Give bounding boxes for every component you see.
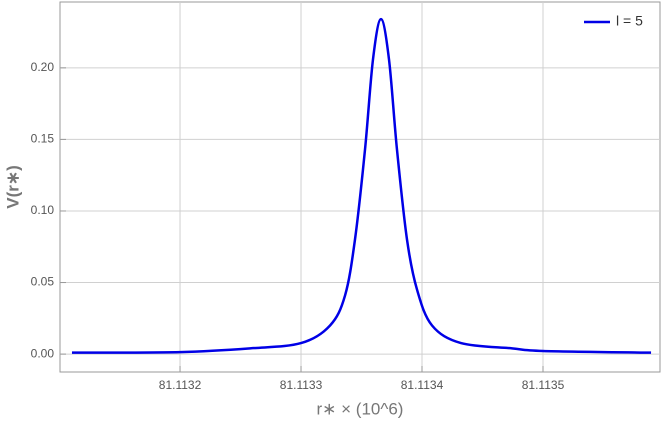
- x-tick-label: 81.1132: [159, 378, 202, 392]
- legend-label: l = 5: [616, 13, 643, 29]
- x-axis-title: r∗ × (10^6): [317, 399, 404, 418]
- x-tick-label: 81.1135: [522, 378, 565, 392]
- plot-frame: [59, 1, 661, 373]
- y-tick-label: 0.10: [31, 203, 55, 217]
- y-tick-label: 0.00: [31, 346, 55, 360]
- y-tick-label: 0.05: [31, 275, 55, 289]
- line-series: [71, 17, 652, 354]
- y-axis-title: V(r∗): [3, 165, 22, 209]
- y-tick-label: 0.20: [31, 60, 55, 74]
- x-tick-label: 81.1134: [401, 378, 444, 392]
- x-tick-label: 81.1133: [280, 378, 323, 392]
- y-tick-label: 0.15: [31, 132, 55, 146]
